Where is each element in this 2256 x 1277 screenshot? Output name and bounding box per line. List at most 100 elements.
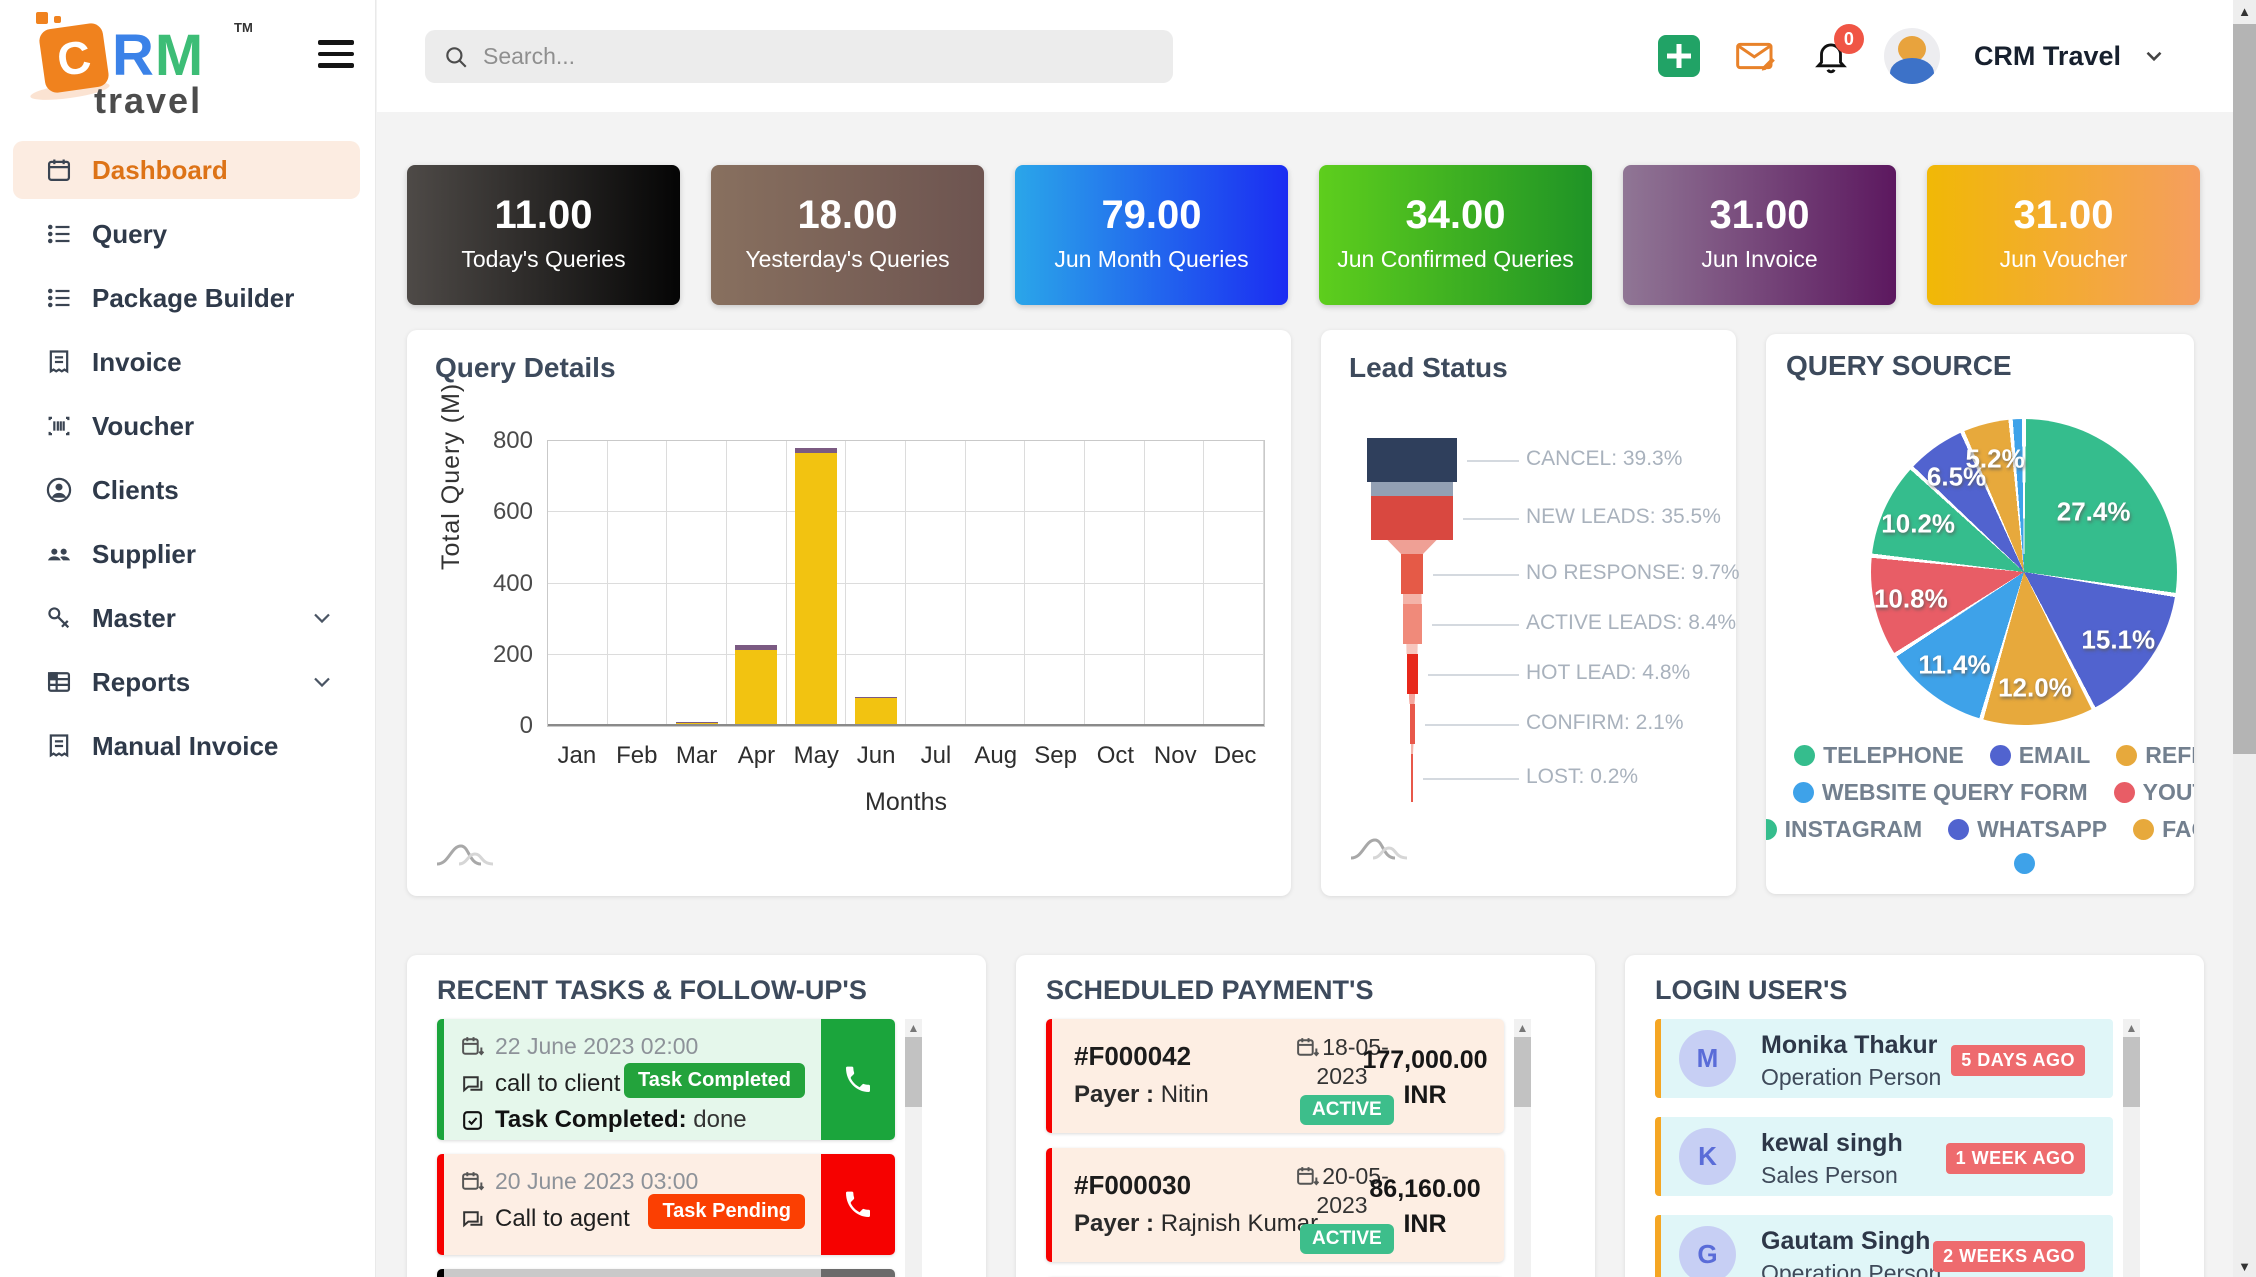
sidebar-item-query[interactable]: Query <box>0 202 376 266</box>
calendar-down-icon <box>460 1034 485 1059</box>
hamburger-menu-icon[interactable] <box>318 40 356 70</box>
account-name[interactable]: CRM Travel <box>1974 41 2121 72</box>
task-item-0[interactable]: 22 June 2023 02:00call to clientTask Com… <box>437 1019 895 1140</box>
bar-column-mar[interactable] <box>667 441 727 726</box>
search-input[interactable] <box>483 43 1083 70</box>
x-tick-oct: Oct <box>1085 742 1145 770</box>
legend-item-website-query-form[interactable]: WEBSITE QUERY FORM <box>1793 779 2088 806</box>
users-scrollbar[interactable]: ▲ <box>2123 1019 2140 1277</box>
stat-card-4[interactable]: 31.00Jun Invoice <box>1623 165 1896 305</box>
legend-item-instagram[interactable]: INSTAGRAM <box>1766 816 1922 843</box>
legend-dot <box>2133 819 2154 840</box>
logo-rm: RM <box>112 22 204 89</box>
legend-item-other[interactable] <box>2014 853 2035 874</box>
funnel-stage-new-leads[interactable] <box>1371 496 1453 540</box>
payment-item-0[interactable]: #F000042Payer : Nitin18-05-2023ACTIVE177… <box>1046 1019 1504 1133</box>
funnel-stage-confirm[interactable] <box>1410 704 1415 744</box>
chat-icon <box>460 1207 485 1232</box>
legend-item-youtube[interactable]: YOUTUBE <box>2114 779 2194 806</box>
pie-legend: TELEPHONE EMAIL REFERAL WEBSITE QUERY FORM Y… <box>1766 742 2194 884</box>
sidebar-item-dashboard[interactable]: Dashboard <box>0 138 376 202</box>
bar-column-aug[interactable] <box>966 441 1026 726</box>
funnel-stage-lost[interactable] <box>1411 754 1413 802</box>
query-source-card: QUERY SOURCE 27.4%15.1%12.0%11.4%10.8%10… <box>1766 334 2194 894</box>
phone-icon <box>842 1189 874 1221</box>
task-item-2[interactable]: 31 May 2023 09:15 <box>437 1269 895 1277</box>
task-item-1[interactable]: 20 June 2023 03:00Call to agentTask Pend… <box>437 1154 895 1255</box>
export-sheet-icon[interactable] <box>1658 35 1700 77</box>
stat-card-3[interactable]: 34.00Jun Confirmed Queries <box>1319 165 1592 305</box>
funnel-stage-cancel[interactable] <box>1367 438 1457 482</box>
bar-column-jan[interactable] <box>548 441 608 726</box>
sidebar-item-manual-invoice[interactable]: Manual Invoice <box>0 714 376 778</box>
login-user-item-2[interactable]: GGautam SinghOperation Person2 WEEKS AGO <box>1655 1215 2113 1277</box>
scroll-down-arrow-icon[interactable]: ▼ <box>2233 1255 2256 1277</box>
pie-slice-label-telephone: 27.4% <box>2057 497 2131 528</box>
notifications-bell-icon[interactable]: 0 <box>1812 36 1850 76</box>
stat-card-5[interactable]: 31.00Jun Voucher <box>1927 165 2200 305</box>
legend-item-telephone[interactable]: TELEPHONE <box>1794 742 1964 769</box>
call-phone-button[interactable] <box>821 1154 895 1255</box>
bar-column-oct[interactable] <box>1085 441 1145 726</box>
login-user-item-1[interactable]: Kkewal singhSales Person1 WEEK AGO <box>1655 1117 2113 1196</box>
tasks-scrollbar[interactable]: ▲ <box>905 1019 922 1277</box>
page-scrollbar[interactable]: ▲ ▼ <box>2233 0 2256 1277</box>
search-bar[interactable] <box>425 30 1173 83</box>
tasks-list: 22 June 2023 02:00call to clientTask Com… <box>437 1019 895 1277</box>
bar-column-jun[interactable] <box>846 441 906 726</box>
scroll-up-arrow-icon[interactable]: ▲ <box>905 1019 922 1037</box>
chevron-down-icon <box>308 604 336 632</box>
payments-scrollbar[interactable]: ▲ <box>1514 1019 1531 1277</box>
bar-column-feb[interactable] <box>608 441 668 726</box>
scroll-up-arrow-icon[interactable]: ▲ <box>1514 1019 1531 1037</box>
bar-column-jul[interactable] <box>906 441 966 726</box>
call-phone-button[interactable] <box>821 1269 895 1277</box>
legend-item-whatsapp[interactable]: WHATSAPP <box>1948 816 2107 843</box>
stat-value: 31.00 <box>1927 193 2200 238</box>
funnel-stage-hot-lead[interactable] <box>1407 654 1418 694</box>
legend-dot <box>2116 745 2137 766</box>
scroll-up-arrow-icon[interactable]: ▲ <box>2233 0 2256 22</box>
account-chevron-down-icon[interactable] <box>2141 43 2167 69</box>
bar-segment-queries <box>735 650 777 726</box>
scroll-up-arrow-icon[interactable]: ▲ <box>2123 1019 2140 1037</box>
legend-item-facebook[interactable]: FACEBOOK <box>2133 816 2194 843</box>
bar-column-nov[interactable] <box>1145 441 1205 726</box>
legend-item-email[interactable]: EMAIL <box>1990 742 2091 769</box>
login-user-item-0[interactable]: MMonika ThakurOperation Person5 DAYS AGO <box>1655 1019 2113 1098</box>
receipt-icon <box>44 347 74 377</box>
sidebar-item-label: Dashboard <box>92 155 228 186</box>
bar-column-apr[interactable] <box>727 441 787 726</box>
compose-mail-icon[interactable] <box>1734 36 1778 76</box>
legend-item-referal[interactable]: REFERAL <box>2116 742 2194 769</box>
funnel-stage-no-response[interactable] <box>1401 554 1423 594</box>
bar-column-may[interactable] <box>787 441 847 726</box>
user-avatar[interactable] <box>1884 28 1940 84</box>
avatar-body <box>1890 58 1934 84</box>
pie-slice-label-referal: 12.0% <box>1998 672 2072 703</box>
stat-card-0[interactable]: 11.00Today's Queries <box>407 165 680 305</box>
call-phone-button[interactable] <box>821 1019 895 1140</box>
stat-card-1[interactable]: 18.00Yesterday's Queries <box>711 165 984 305</box>
x-tick-sep: Sep <box>1026 742 1086 770</box>
sidebar-item-voucher[interactable]: Voucher <box>0 394 376 458</box>
last-login-badge: 5 DAYS AGO <box>1951 1045 2085 1076</box>
sidebar-item-package-builder[interactable]: Package Builder <box>0 266 376 330</box>
x-tick-aug: Aug <box>966 742 1026 770</box>
sidebar-item-invoice[interactable]: Invoice <box>0 330 376 394</box>
stat-value: 31.00 <box>1623 193 1896 238</box>
payment-item-1[interactable]: #F000030Payer : Rajnish Kumar20-05-2023A… <box>1046 1148 1504 1262</box>
recent-tasks-card: RECENT TASKS & FOLLOW-UP'S 22 June 2023 … <box>407 955 986 1277</box>
payer-name: Nitin <box>1154 1081 1209 1108</box>
bar-column-sep[interactable] <box>1025 441 1085 726</box>
stat-card-2[interactable]: 79.00Jun Month Queries <box>1015 165 1288 305</box>
bar-column-dec[interactable] <box>1204 441 1264 726</box>
sidebar-item-clients[interactable]: Clients <box>0 458 376 522</box>
y-tick-400: 400 <box>485 570 533 598</box>
bar-chart-plot <box>547 440 1265 727</box>
funnel-stage-active-leads[interactable] <box>1403 604 1422 644</box>
sidebar-item-reports[interactable]: Reports <box>0 650 376 714</box>
sidebar-item-master[interactable]: Master <box>0 586 376 650</box>
sidebar-item-supplier[interactable]: Supplier <box>0 522 376 586</box>
scrollbar-thumb[interactable] <box>2233 24 2256 754</box>
